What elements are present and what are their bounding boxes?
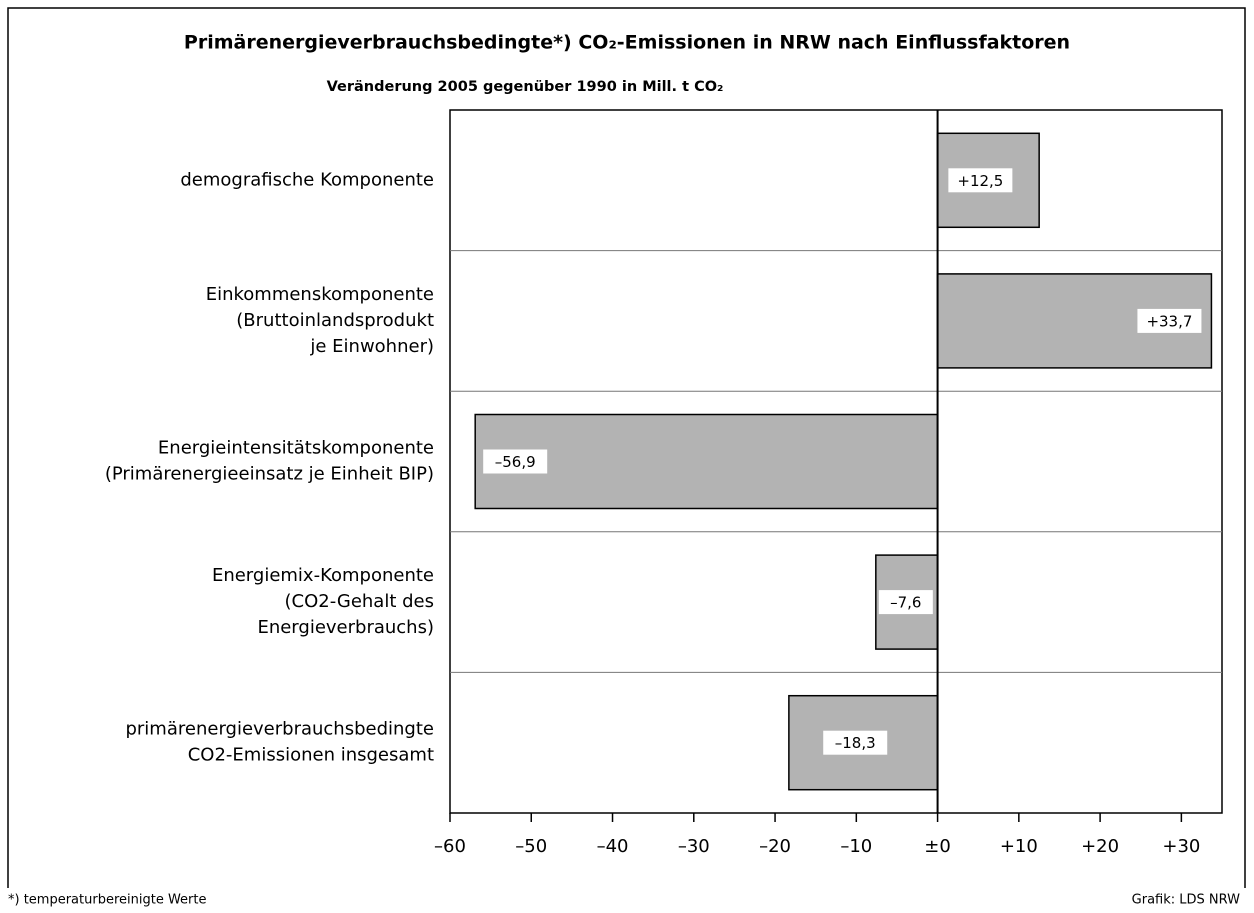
value-label: –56,9 — [495, 453, 536, 471]
value-label-box — [948, 168, 1013, 193]
x-tick-label: +30 — [1162, 836, 1200, 857]
value-label-box — [483, 449, 548, 474]
category-label: CO2-Emissionen insgesamt — [188, 745, 434, 766]
chart-subtitle: Veränderung 2005 gegenüber 1990 in Mill.… — [327, 79, 724, 95]
value-label-box — [878, 590, 933, 615]
source: Grafik: LDS NRW — [1132, 893, 1240, 908]
x-tick-label: +20 — [1081, 836, 1119, 857]
category-label: primärenergieverbrauchsbedingte — [125, 719, 434, 740]
value-label: +33,7 — [1146, 312, 1192, 330]
category-label: Energieverbrauchs) — [257, 617, 434, 638]
value-label-box — [1137, 308, 1202, 333]
category-label: Energieintensitätskomponente — [158, 438, 434, 459]
x-tick-label: +10 — [1000, 836, 1038, 857]
category-label: demografische Komponente — [180, 169, 434, 190]
chart-title: Primärenergieverbrauchsbedingte*) CO₂-Em… — [184, 32, 1070, 54]
frame — [7, 7, 1246, 888]
value-label: –7,6 — [890, 594, 921, 612]
category-label: (CO2-Gehalt des — [285, 591, 434, 612]
category-label: (Primärenergieeinsatz je Einheit BIP) — [105, 464, 434, 485]
category-label: je Einwohner) — [309, 336, 434, 357]
value-label-box — [823, 730, 888, 755]
value-label: –18,3 — [835, 734, 876, 752]
category-label: Energiemix-Komponente — [212, 565, 434, 586]
x-tick-label: –20 — [759, 836, 791, 857]
x-tick-label: –10 — [840, 836, 872, 857]
category-label: (Bruttoinlandsprodukt — [236, 310, 434, 331]
x-tick-label: –60 — [434, 836, 466, 857]
x-tick-label: –30 — [678, 836, 710, 857]
bar — [474, 413, 939, 510]
x-tick-label: –50 — [515, 836, 547, 857]
x-tick-label: ±0 — [924, 836, 951, 857]
x-tick-label: –40 — [597, 836, 629, 857]
footnote: *) temperaturbereinigte Werte — [8, 893, 207, 908]
category-label: Einkommenskomponente — [206, 284, 434, 305]
value-label: +12,5 — [957, 172, 1003, 190]
